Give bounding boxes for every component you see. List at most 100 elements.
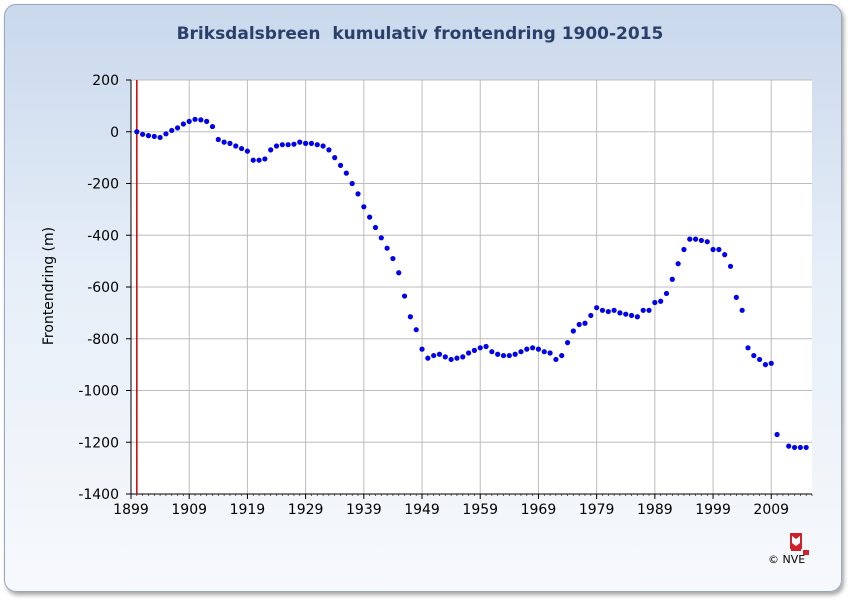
data-point	[576, 321, 582, 328]
data-point	[320, 143, 326, 149]
data-point	[169, 127, 175, 134]
data-point	[541, 349, 547, 355]
data-point	[186, 118, 192, 124]
data-point	[134, 129, 140, 135]
data-point	[145, 133, 152, 139]
data-point	[378, 235, 384, 241]
data-point	[547, 350, 553, 356]
y-tick-label: 0	[110, 125, 119, 141]
data-point	[751, 352, 757, 359]
data-point	[512, 351, 518, 357]
data-point	[285, 142, 291, 148]
data-point	[157, 134, 163, 141]
data-point	[774, 431, 780, 438]
data-point	[442, 354, 448, 360]
data-point	[652, 299, 658, 306]
data-point	[384, 245, 390, 251]
data-point	[739, 307, 745, 313]
y-tick-label: -600	[87, 280, 119, 296]
data-point	[745, 345, 751, 351]
data-point	[658, 298, 664, 304]
data-point	[634, 314, 640, 320]
data-point	[163, 131, 169, 137]
data-point	[460, 354, 466, 360]
y-tick-label: -200	[87, 177, 119, 193]
axis-layer	[126, 79, 813, 499]
data-point	[349, 180, 355, 187]
data-point	[704, 239, 710, 245]
data-point	[180, 121, 186, 127]
data-point	[762, 362, 769, 368]
data-point	[722, 252, 728, 258]
x-tick-label: 1979	[579, 502, 615, 518]
data-point	[268, 147, 274, 153]
data-point	[431, 352, 437, 359]
data-point	[198, 117, 204, 123]
y-tick-label: -1400	[78, 487, 119, 503]
data-point	[727, 263, 734, 269]
chart-title: Briksdalsbreen kumulativ frontendring 19…	[176, 24, 664, 44]
copyright-text: © NVE	[768, 553, 806, 566]
data-point	[564, 340, 571, 346]
y-tick-label: 200	[92, 73, 119, 89]
data-point	[367, 214, 373, 220]
data-point	[518, 349, 524, 355]
data-point	[250, 157, 256, 163]
data-point	[227, 140, 233, 146]
data-point	[471, 347, 478, 353]
data-point	[303, 140, 309, 146]
nve-crest-icon	[790, 533, 809, 555]
data-point	[797, 444, 803, 451]
data-point	[332, 155, 338, 161]
data-point	[535, 346, 542, 352]
data-point	[355, 191, 361, 197]
y-tick-label: -800	[87, 332, 119, 348]
data-point	[477, 345, 483, 351]
data-point	[483, 343, 489, 350]
data-point	[495, 351, 501, 357]
data-point	[279, 142, 285, 148]
data-point	[582, 320, 588, 326]
data-point	[605, 308, 611, 315]
data-point	[768, 360, 774, 366]
data-point	[588, 312, 594, 319]
data-point	[396, 270, 402, 276]
data-point	[140, 131, 146, 137]
data-point	[238, 145, 245, 152]
data-point	[663, 290, 670, 297]
data-point	[599, 307, 606, 313]
data-point	[530, 345, 536, 351]
data-point	[675, 261, 681, 267]
x-tick-label: 1899	[113, 502, 149, 518]
data-point	[233, 143, 239, 149]
data-point	[425, 355, 431, 361]
data-point	[692, 236, 699, 242]
data-point	[594, 305, 600, 311]
data-point	[465, 350, 472, 356]
data-point	[326, 147, 332, 153]
data-point	[215, 136, 221, 143]
data-point	[413, 327, 419, 333]
x-tick-label: 1969	[521, 502, 557, 518]
data-point	[489, 349, 495, 355]
data-point	[297, 139, 303, 145]
data-point	[419, 346, 425, 352]
data-point	[646, 307, 652, 313]
data-point	[273, 143, 280, 149]
data-point	[454, 355, 460, 361]
y-tick-label: -1200	[78, 435, 119, 451]
data-point	[791, 444, 798, 451]
grid-layer	[131, 79, 812, 495]
x-tick-label: 1999	[695, 502, 731, 518]
data-point	[553, 356, 559, 363]
data-point	[337, 162, 344, 168]
data-point	[436, 351, 443, 357]
data-point	[291, 141, 297, 147]
x-tick-label: 1929	[288, 502, 324, 518]
data-point	[611, 307, 617, 313]
data-point	[174, 125, 181, 131]
y-tick-label: -400	[87, 228, 119, 244]
data-point	[262, 156, 268, 162]
data-point	[192, 116, 198, 122]
